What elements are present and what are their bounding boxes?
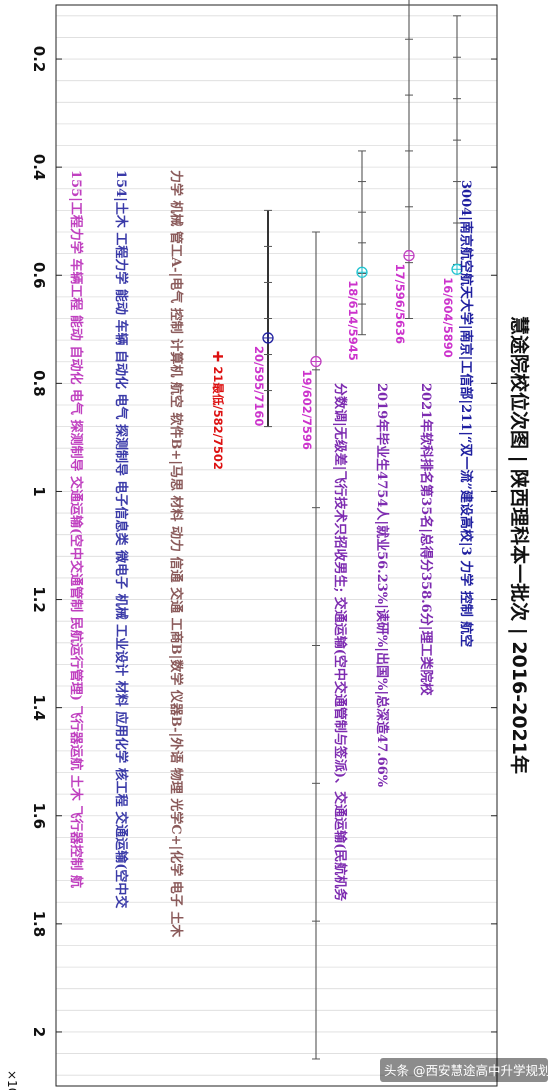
- point-label: 19/602/7596: [300, 370, 314, 450]
- tick-label: 1.4: [30, 694, 48, 721]
- point-label: 16/604/5890: [441, 277, 455, 357]
- tick-label: 0.8: [30, 370, 48, 397]
- whiskers: [264, 0, 461, 1060]
- axis-multiplier: ×104: [5, 1070, 20, 1090]
- tick-label: 1.6: [30, 802, 48, 829]
- point-label: 18/614/5945: [346, 280, 360, 360]
- markers: [213, 249, 463, 368]
- annotation-line: 2019年毕业生4754人|就业56.23%|读研%|出国%|总深造47.66%: [374, 383, 390, 788]
- annotation-line: 154|土木 工程力学 能动 车辆 自动化 电气 探测制导 电子信息类 微电子 …: [113, 170, 129, 908]
- watermark-bg: [380, 1058, 548, 1082]
- annotation-line: 2021年软科排名第35名|总得分358.6分|理工类院校: [418, 383, 434, 696]
- annotation-line: 3004|南京航空航天大学|南京|工信部|211|“双一流”建设高校|3 力学 …: [458, 180, 474, 647]
- watermark-text: 头条 @西安慧途高中升学规划: [384, 1063, 549, 1078]
- tick-label: 0.6: [30, 262, 48, 289]
- tick-label: 0.4: [30, 154, 48, 181]
- tick-label: 1.8: [30, 911, 48, 938]
- annotation-line: 力学 机械 管工A-|电气 控制 计算机 航空 软件B+|马思 材料 动力 信通…: [168, 170, 184, 938]
- annotation-line: 分数调|无级差|飞行技术只招收男生; 交通运输(空中交通管制与签派)、交通运输(…: [332, 383, 348, 902]
- chart-title: 慧途院校位次图 | 陕西理科本一批次 | 2016-2021年: [508, 316, 531, 774]
- grid-lines: [56, 15, 497, 1076]
- tick-label: 1: [30, 486, 48, 496]
- annotation-line: 155|工程力学 车辆工程 能动 自动化 电气 探测制导 交通运输(空中交通管制…: [68, 170, 84, 888]
- tick-label: 1.2: [30, 586, 48, 613]
- plot-border: [55, 4, 498, 1087]
- multiplier-base: ×10: [5, 1070, 19, 1090]
- point-label: 21最低/582/7502: [211, 366, 225, 469]
- point-labels: 16/604/5890 17/596/5636 18/614/5945 19/602/…: [211, 264, 455, 470]
- axis-ticks: 0.2 0.4 0.6 0.8 1 1.2 1.4 1.6 1.8 2: [30, 46, 497, 1037]
- annotations: 3004|南京航空航天大学|南京|工信部|211|“双一流”建设高校|3 力学 …: [68, 170, 474, 938]
- tick-label: 2: [30, 1027, 48, 1037]
- point-label: 20/595/7160: [252, 346, 266, 426]
- tick-label: 0.2: [30, 46, 48, 73]
- plot-frame: [55, 4, 498, 1087]
- point-label: 17/596/5636: [393, 264, 407, 344]
